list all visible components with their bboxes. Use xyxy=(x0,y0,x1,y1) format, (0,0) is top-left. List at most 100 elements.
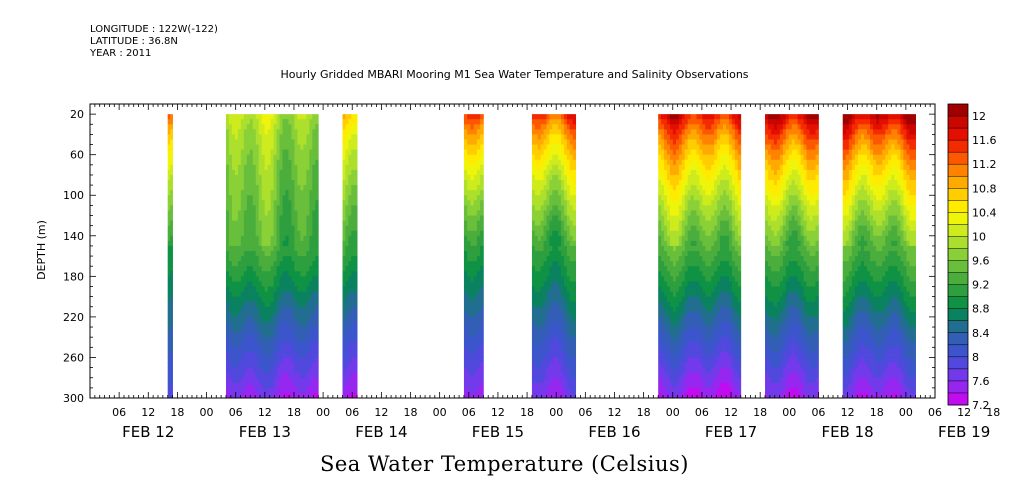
data-cell xyxy=(225,129,230,135)
data-cell xyxy=(279,367,283,374)
data-cell xyxy=(540,235,544,242)
data-cell xyxy=(480,251,484,257)
data-cell xyxy=(552,367,556,374)
data-cell xyxy=(728,337,733,343)
data-cell xyxy=(312,174,316,181)
data-cell xyxy=(261,347,266,353)
data-cell xyxy=(731,271,736,277)
data-cell xyxy=(282,276,286,282)
data-cell xyxy=(234,235,239,242)
data-cell xyxy=(348,174,352,181)
data-cell xyxy=(285,154,289,161)
data-cell xyxy=(285,392,289,399)
data-cell xyxy=(249,296,254,303)
data-cell xyxy=(531,367,536,374)
data-cell xyxy=(264,134,269,140)
data-cell xyxy=(717,327,721,333)
data-cell xyxy=(714,372,718,379)
data-cell xyxy=(285,220,289,227)
data-cell xyxy=(561,180,565,186)
data-cell xyxy=(470,271,475,277)
data-cell xyxy=(684,337,689,343)
data-cell xyxy=(288,124,292,130)
data-cell xyxy=(690,266,694,272)
data-cell xyxy=(231,281,236,287)
data-cell xyxy=(572,169,577,176)
data-cell xyxy=(555,190,559,196)
data-cell xyxy=(285,271,289,277)
data-cell xyxy=(480,240,484,247)
data-cell xyxy=(726,185,730,191)
data-cell xyxy=(267,327,272,333)
data-cell xyxy=(354,190,358,196)
data-cell xyxy=(569,124,574,130)
data-cell xyxy=(534,342,539,348)
data-cell xyxy=(693,225,697,232)
data-cell xyxy=(279,286,283,292)
data-cell xyxy=(261,382,266,389)
data-cell xyxy=(258,180,263,186)
data-cell xyxy=(728,169,733,176)
data-cell xyxy=(731,240,736,247)
data-cell xyxy=(531,215,536,221)
data-cell xyxy=(720,321,724,328)
data-cell xyxy=(717,215,721,221)
data-cell xyxy=(690,352,694,358)
data-cell xyxy=(306,220,310,227)
data-cell xyxy=(273,301,277,308)
data-cell xyxy=(687,392,692,399)
data-cell xyxy=(728,144,733,151)
data-cell xyxy=(303,174,307,181)
data-cell xyxy=(470,144,475,151)
data-cell xyxy=(664,235,668,242)
data-cell xyxy=(555,377,559,384)
data-cell xyxy=(252,251,257,257)
data-cell xyxy=(658,154,662,161)
data-cell xyxy=(246,372,251,379)
data-cell xyxy=(675,154,680,161)
data-cell xyxy=(681,164,686,171)
data-cell xyxy=(696,235,700,242)
data-cell xyxy=(170,174,173,181)
data-cell xyxy=(273,185,277,191)
data-cell xyxy=(315,276,319,282)
data-cell xyxy=(726,342,730,348)
data-cell xyxy=(309,195,313,201)
data-cell xyxy=(303,392,307,399)
data-cell xyxy=(294,205,298,211)
data-cell xyxy=(708,261,712,267)
data-cell xyxy=(255,139,260,145)
data-cell xyxy=(569,306,574,313)
data-cell xyxy=(684,235,689,242)
data-cell xyxy=(476,327,481,333)
data-cell xyxy=(297,276,301,282)
data-cell xyxy=(534,301,539,308)
data-cell xyxy=(249,367,254,374)
data-cell xyxy=(470,352,475,358)
data-cell xyxy=(687,276,692,282)
data-cell xyxy=(558,321,562,328)
data-cell xyxy=(270,256,274,262)
data-cell xyxy=(711,286,715,292)
data-cell xyxy=(717,347,721,353)
data-cell xyxy=(170,185,173,191)
data-cell xyxy=(711,377,715,384)
data-cell xyxy=(345,134,349,140)
data-cell xyxy=(675,190,680,196)
data-cell xyxy=(681,139,686,145)
data-cell xyxy=(661,311,665,318)
data-cell xyxy=(467,169,471,176)
data-cell xyxy=(549,352,553,358)
data-cell xyxy=(467,220,471,227)
data-cell xyxy=(237,230,242,237)
data-cell xyxy=(566,316,571,323)
data-cell xyxy=(252,235,257,242)
data-cell xyxy=(702,240,706,247)
data-cell xyxy=(546,296,550,303)
data-cell xyxy=(267,271,272,277)
data-cell xyxy=(167,114,171,120)
data-cell xyxy=(569,210,574,216)
data-cell xyxy=(714,205,718,211)
data-cell xyxy=(720,286,724,292)
data-cell xyxy=(282,357,286,363)
